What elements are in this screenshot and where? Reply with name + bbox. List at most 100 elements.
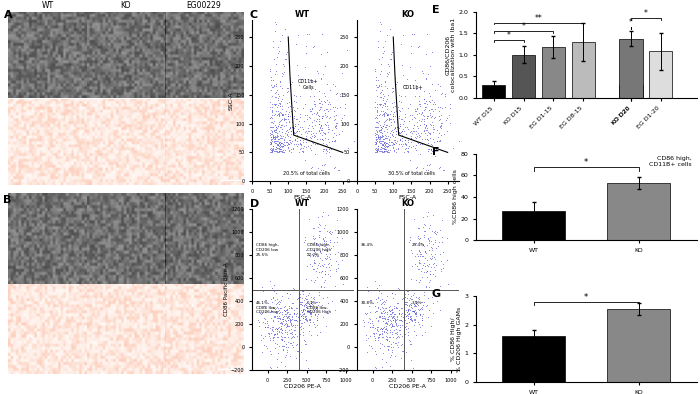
Point <box>430 245 441 251</box>
Point <box>270 138 281 144</box>
Point <box>305 165 316 171</box>
Point <box>382 143 393 149</box>
Point <box>377 123 388 129</box>
Point <box>306 251 317 258</box>
Point <box>276 311 288 317</box>
Point <box>321 253 332 260</box>
Point <box>339 104 350 111</box>
Point <box>381 343 392 349</box>
Point <box>271 112 282 119</box>
Point <box>413 296 424 302</box>
Point <box>293 305 304 311</box>
Point <box>283 323 294 329</box>
Point <box>386 314 397 320</box>
Point <box>321 81 332 87</box>
Point <box>364 323 375 330</box>
Point <box>395 316 406 323</box>
Point <box>307 301 318 307</box>
Point <box>386 139 398 145</box>
Point <box>372 335 383 341</box>
Point <box>375 108 386 115</box>
Point <box>294 93 305 100</box>
Point <box>291 135 302 141</box>
Point <box>379 148 390 154</box>
Point <box>321 113 332 119</box>
Point <box>455 139 466 145</box>
Point <box>402 310 414 317</box>
Point <box>388 317 399 323</box>
Point <box>412 105 423 111</box>
Point <box>270 124 281 130</box>
Point <box>260 342 272 349</box>
Point <box>430 237 441 243</box>
Point <box>466 143 477 149</box>
Point <box>322 241 333 247</box>
Point <box>447 145 458 151</box>
Point <box>276 316 288 322</box>
Point <box>389 330 400 336</box>
Point <box>286 322 297 329</box>
Point <box>267 327 278 333</box>
Point <box>298 310 309 316</box>
Point <box>382 96 393 102</box>
Point <box>273 110 284 116</box>
Point <box>374 28 385 34</box>
Point <box>266 149 277 156</box>
Point <box>304 113 315 120</box>
Point <box>324 230 335 236</box>
Point <box>370 134 382 141</box>
Point <box>406 134 417 141</box>
Point <box>401 320 412 326</box>
Point <box>281 56 292 63</box>
Point <box>405 357 416 363</box>
Point <box>408 308 419 314</box>
Point <box>320 122 331 128</box>
Point <box>274 109 286 115</box>
Point <box>431 138 442 144</box>
Point <box>390 319 401 325</box>
Point <box>426 147 437 153</box>
Point <box>298 314 309 321</box>
Point <box>395 313 407 319</box>
Point <box>301 143 312 150</box>
Point <box>370 147 382 153</box>
Point <box>269 340 280 346</box>
Point <box>382 102 393 109</box>
Point <box>375 148 386 154</box>
Point <box>268 294 279 301</box>
Point <box>272 141 283 147</box>
Point <box>403 305 414 312</box>
Point <box>384 327 395 333</box>
Point <box>267 129 278 136</box>
Point <box>422 268 433 274</box>
Point <box>304 317 315 323</box>
Point <box>381 327 392 333</box>
Point <box>274 146 286 152</box>
Point <box>285 326 296 332</box>
Point <box>377 87 388 93</box>
Point <box>410 128 421 134</box>
Point <box>309 238 320 245</box>
Point <box>270 61 281 67</box>
Point <box>267 131 278 138</box>
Point <box>264 364 275 370</box>
Point <box>328 239 339 245</box>
Point <box>378 324 389 331</box>
Point <box>434 307 445 313</box>
Point <box>308 257 319 263</box>
Point <box>335 117 346 123</box>
Point <box>402 306 414 312</box>
Point <box>314 95 325 102</box>
Point <box>330 266 342 272</box>
Point <box>388 327 399 333</box>
Point <box>305 134 316 141</box>
Point <box>272 44 284 50</box>
Point <box>412 301 423 308</box>
Point <box>289 123 300 130</box>
Point <box>378 127 389 134</box>
Point <box>416 68 427 74</box>
Point <box>272 145 283 151</box>
Point <box>265 124 276 130</box>
Point <box>412 266 423 272</box>
Point <box>270 89 281 95</box>
